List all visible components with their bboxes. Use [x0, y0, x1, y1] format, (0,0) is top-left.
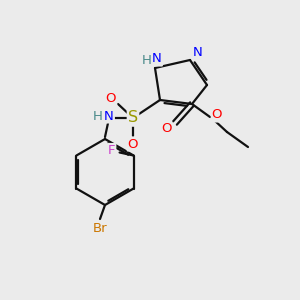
- Text: O: O: [212, 109, 222, 122]
- Text: O: O: [161, 122, 171, 134]
- Text: F: F: [108, 144, 115, 157]
- Text: O: O: [128, 137, 138, 151]
- Text: H: H: [142, 53, 152, 67]
- Text: Br: Br: [93, 223, 107, 236]
- Text: S: S: [128, 110, 138, 125]
- Text: H: H: [93, 110, 103, 122]
- Text: O: O: [106, 92, 116, 106]
- Text: N: N: [152, 52, 162, 65]
- Text: N: N: [193, 46, 203, 59]
- Text: N: N: [104, 110, 114, 122]
